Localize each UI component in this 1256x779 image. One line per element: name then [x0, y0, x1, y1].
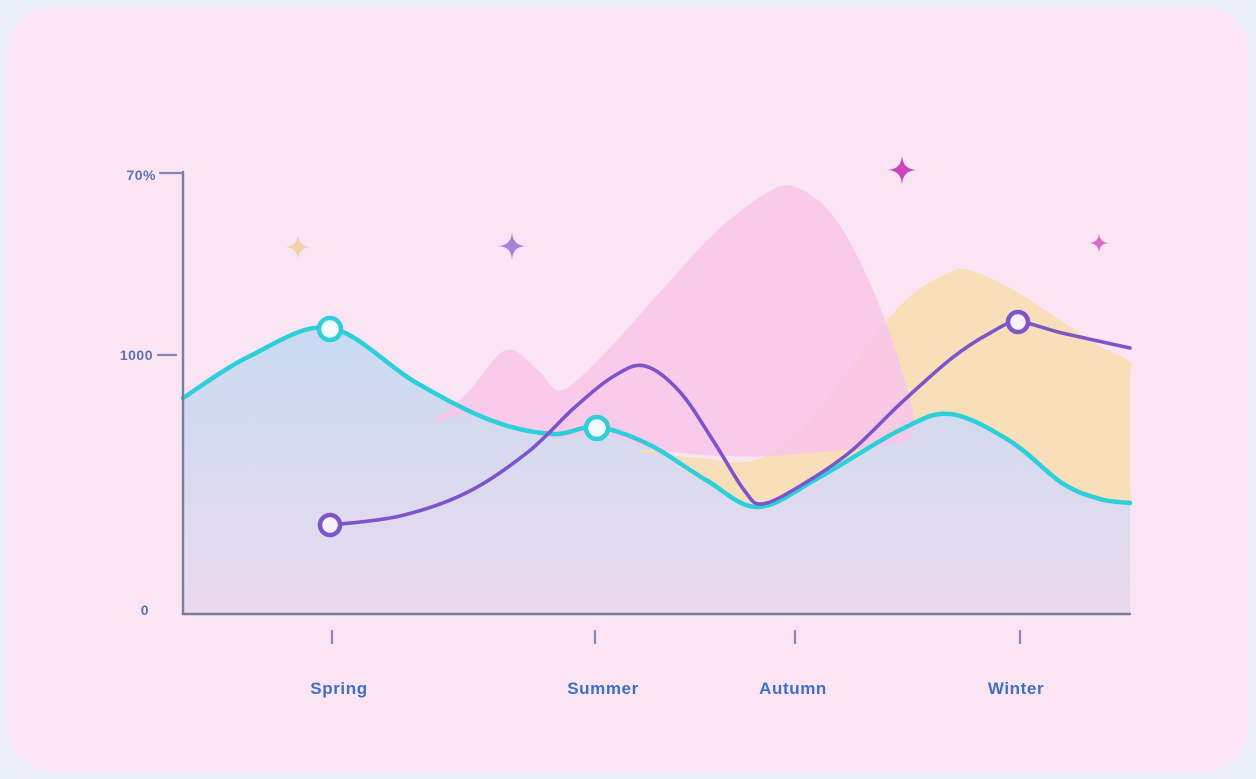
teal-marker-summer	[583, 414, 611, 442]
data-point-markers	[316, 309, 1031, 538]
gold-sparkle-icon	[284, 233, 312, 261]
teal-marker-spring	[316, 315, 344, 343]
y-axis-ticks	[156, 171, 184, 357]
teal-series-line	[180, 325, 1133, 510]
y-axis-label-top: 70%	[126, 167, 156, 183]
purple-series-line	[328, 320, 1132, 527]
purple-marker-spring	[317, 512, 343, 538]
y-axis-label-middle: 1000	[120, 347, 153, 363]
x-label-winter: Winter	[988, 679, 1044, 698]
purple-marker-winter	[1005, 309, 1031, 335]
magenta-sparkle-icon	[886, 154, 918, 186]
blue-area-fill	[183, 327, 1130, 614]
y-axis-label-zero: 0	[141, 602, 149, 618]
x-label-spring: Spring	[310, 679, 367, 698]
x-label-summer: Summer	[567, 679, 639, 698]
purple-sparkle-icon	[497, 231, 527, 261]
x-axis-ticks	[330, 629, 1022, 645]
x-label-autumn: Autumn	[759, 679, 827, 698]
pink-sparkle-icon	[1088, 232, 1110, 254]
sparkle-decorations	[284, 154, 1110, 261]
pink-area-fill	[431, 185, 915, 457]
axis-lines	[181, 170, 1132, 616]
